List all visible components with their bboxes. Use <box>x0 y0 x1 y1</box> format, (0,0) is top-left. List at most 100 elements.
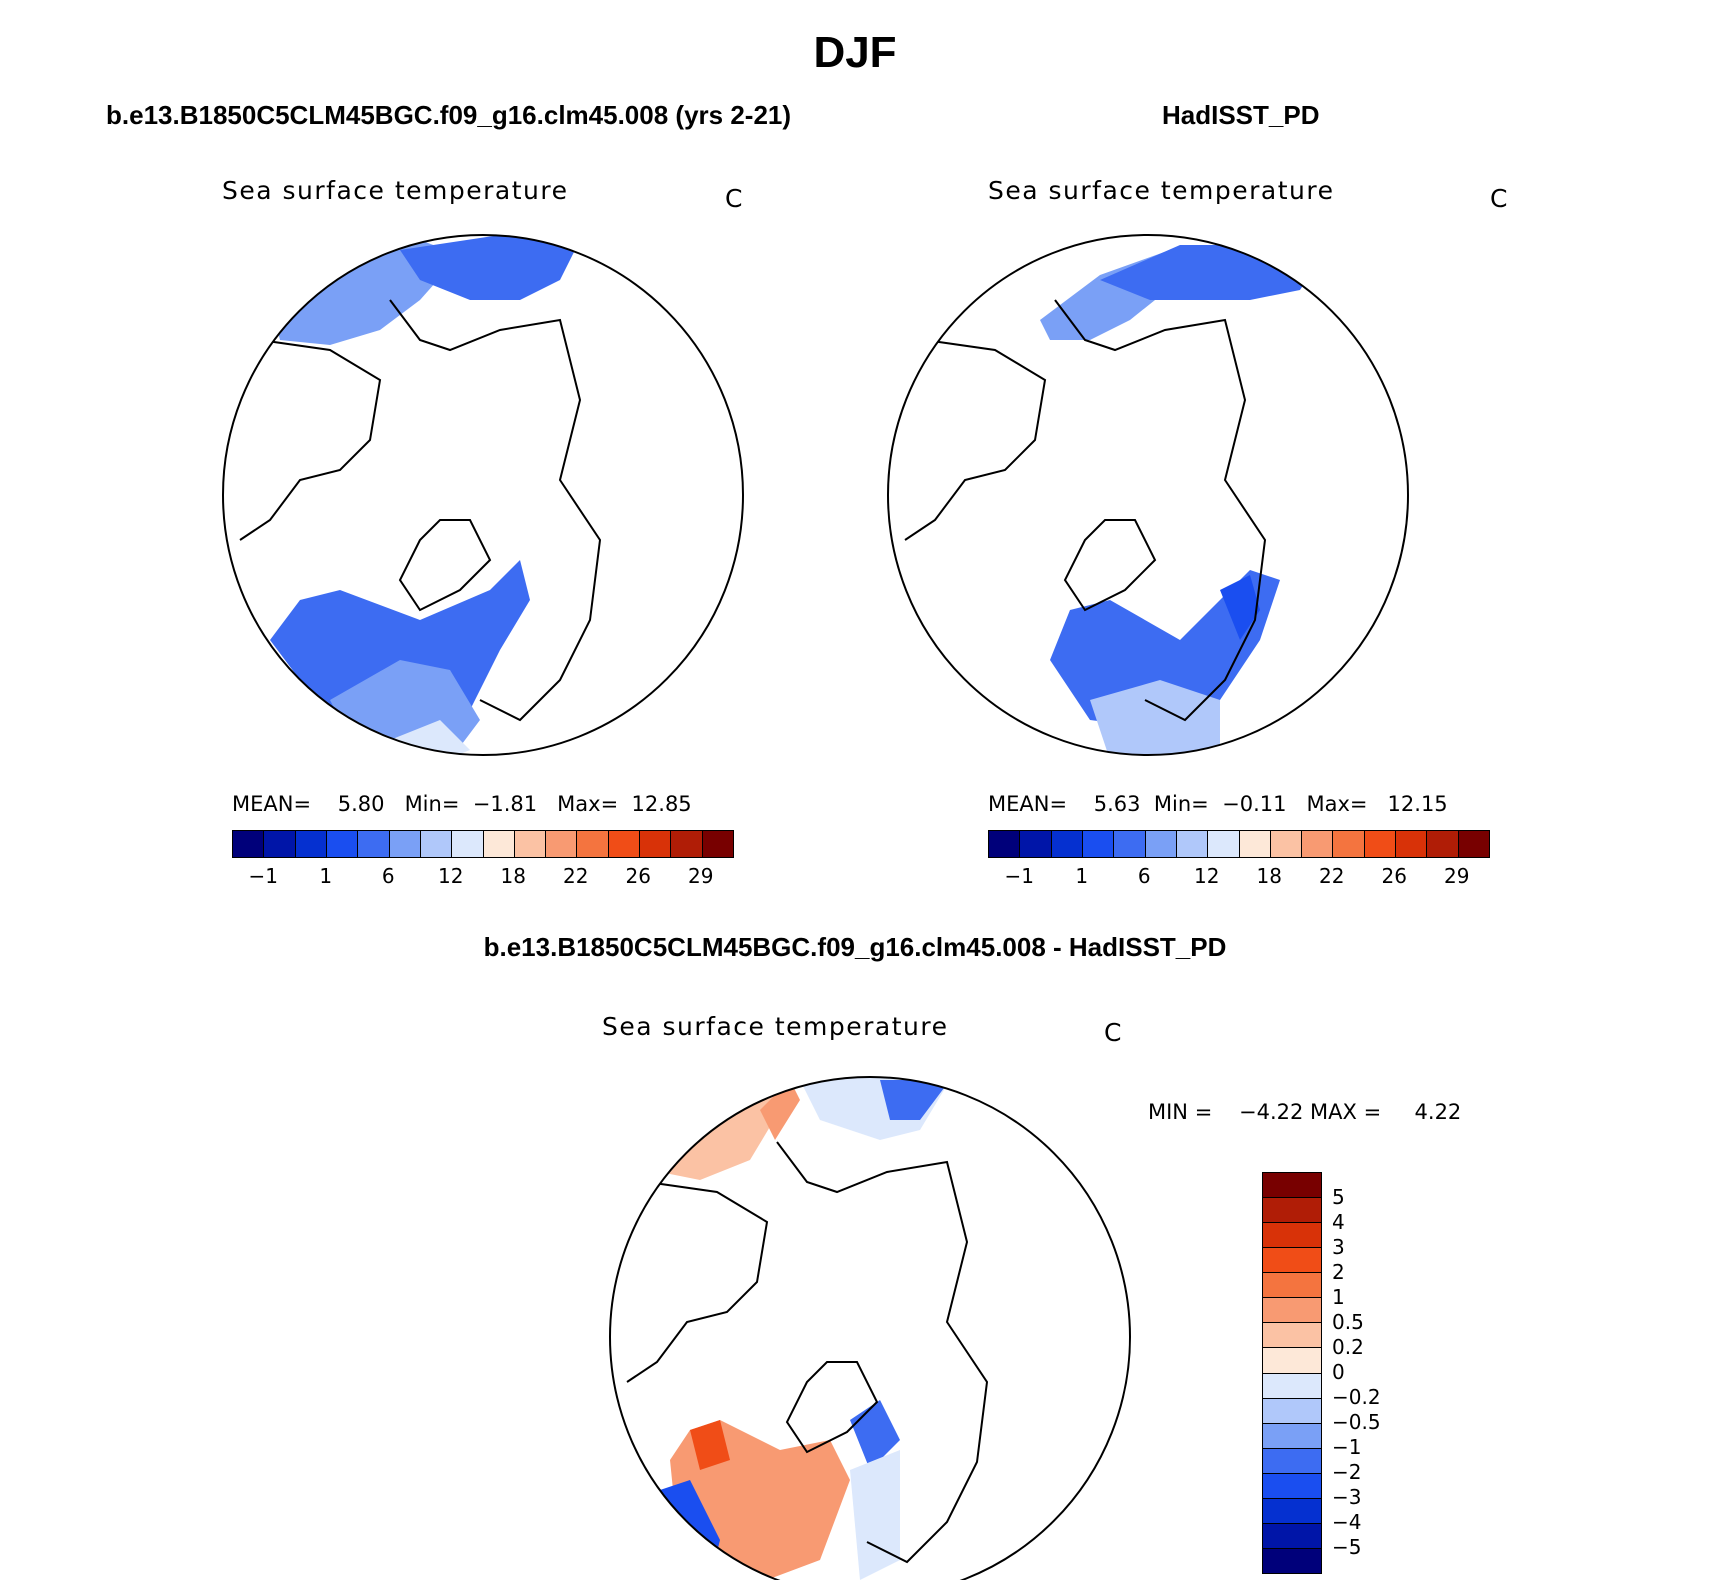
colorbar-tick-label: −5 <box>1332 1535 1362 1559</box>
colorbar-swatch <box>1207 831 1239 857</box>
model-max-label: Max= <box>557 792 619 816</box>
obs-min-value: −0.11 <box>1222 792 1287 816</box>
obs-map-border <box>887 234 1409 756</box>
colorbar-tick-label: 18 <box>500 864 526 888</box>
diff-norwegian-cool <box>850 1450 900 1580</box>
colorbar-tick-label: 1 <box>319 864 333 888</box>
colorbar-swatch <box>1263 1247 1321 1273</box>
diff-colorbar-ticks: 5 4 3 2 1 0.5 0.2 0 −0.2 −0.5 −1 −2 −3 −4 −5 <box>1332 1172 1422 1572</box>
colorbar-tick-label: 0 <box>1332 1360 1345 1384</box>
colorbar-swatch <box>263 831 295 857</box>
obs-sst-pacific-mid <box>1100 245 1330 300</box>
colorbar-swatch <box>639 831 671 857</box>
diff-plot-title: Sea surface temperature <box>602 1012 949 1041</box>
colorbar-swatch <box>1263 1447 1321 1473</box>
colorbar-tick-label: 0.2 <box>1332 1335 1364 1359</box>
colorbar-tick-label: 6 <box>1137 864 1151 888</box>
colorbar-swatch <box>607 831 640 857</box>
obs-mean-value: 5.63 <box>1093 792 1141 816</box>
colorbar-swatch <box>1457 831 1489 857</box>
colorbar-swatch <box>670 831 702 857</box>
colorbar-tick-label: 5 <box>1332 1185 1345 1209</box>
obs-sst-atlantic-mid <box>1050 570 1280 730</box>
obs-case-title: HadISST_PD <box>1162 100 1320 130</box>
obs-units: C <box>1490 184 1508 213</box>
model-colorbar-ticks: −1 1 6 12 18 22 26 29 <box>232 864 732 890</box>
colorbar-tick-label: 12 <box>438 864 464 888</box>
colorbar-swatch <box>1395 831 1427 857</box>
colorbar-swatch <box>1269 831 1302 857</box>
model-sst-atlantic-light <box>330 660 480 755</box>
colorbar-swatch <box>1301 831 1333 857</box>
colorbar-swatch <box>701 831 733 857</box>
colorbar-tick-label: 6 <box>381 864 395 888</box>
colorbar-swatch <box>325 831 358 857</box>
colorbar-tick-label: −3 <box>1332 1485 1362 1509</box>
colorbar-swatch <box>388 831 420 857</box>
diff-pacific-warm-strong <box>760 1080 800 1140</box>
colorbar-swatch <box>357 831 389 857</box>
colorbar-swatch <box>1426 831 1458 857</box>
diff-pacific-cold <box>880 1080 950 1120</box>
colorbar-tick-label: 12 <box>1194 864 1220 888</box>
obs-coastline-america <box>904 339 1047 541</box>
model-sst-atlantic-pale <box>390 720 470 755</box>
colorbar-tick-label: 26 <box>1381 864 1407 888</box>
model-sst-pacific-light <box>270 240 460 345</box>
colorbar-swatch <box>1263 1547 1321 1573</box>
model-coastline-eurasia <box>389 299 602 722</box>
diff-coastline-greenland <box>785 1361 879 1454</box>
model-plot-title: Sea surface temperature <box>222 176 569 205</box>
obs-sst-atlantic-light <box>1090 680 1220 755</box>
colorbar-swatch <box>1175 831 1208 857</box>
colorbar-swatch <box>989 831 1020 857</box>
colorbar-tick-label: −4 <box>1332 1510 1362 1534</box>
colorbar-tick-label: 0.5 <box>1332 1310 1364 1334</box>
model-stats: MEAN= 5.80 Min= −1.81 Max= 12.85 <box>232 792 692 816</box>
diff-atlantic-warm-strong <box>690 1420 730 1470</box>
colorbar-tick-label: 1 <box>1075 864 1089 888</box>
diff-minmax: MIN = −4.22 MAX = 4.22 <box>1148 1100 1462 1124</box>
colorbar-swatch <box>1263 1297 1321 1323</box>
obs-coastline-greenland <box>1063 519 1157 612</box>
colorbar-swatch <box>1263 1372 1321 1398</box>
colorbar-swatch <box>1050 831 1082 857</box>
colorbar-swatch <box>451 831 483 857</box>
colorbar-swatch <box>1263 1497 1321 1523</box>
colorbar-swatch <box>545 831 577 857</box>
colorbar-tick-label: 22 <box>1319 864 1345 888</box>
obs-coastline-eurasia <box>1054 299 1267 722</box>
obs-min-label: Min= <box>1153 792 1209 816</box>
colorbar-tick-label: −1 <box>248 864 278 888</box>
colorbar-swatch <box>1263 1472 1321 1498</box>
diff-atlantic-cold <box>660 1480 720 1580</box>
diff-coastline-america <box>626 1181 769 1383</box>
colorbar-tick-label: −1 <box>1004 864 1034 888</box>
diff-coastline-eurasia <box>776 1141 989 1564</box>
model-coastline-america <box>239 339 382 541</box>
diff-norwegian-cold <box>850 1400 900 1470</box>
colorbar-tick-label: 4 <box>1332 1210 1345 1234</box>
colorbar-tick-label: 29 <box>1444 864 1470 888</box>
colorbar-tick-label: 26 <box>625 864 651 888</box>
colorbar-swatch <box>1263 1422 1321 1448</box>
colorbar-tick-label: −2 <box>1332 1460 1362 1484</box>
colorbar-swatch <box>1263 1522 1321 1548</box>
colorbar-swatch <box>1263 1347 1321 1373</box>
diff-case-title: b.e13.B1850C5CLM45BGC.f09_g16.clm45.008 … <box>483 932 1227 962</box>
colorbar-swatch <box>1081 831 1114 857</box>
obs-mean-label: MEAN= <box>988 792 1068 816</box>
colorbar-swatch <box>1019 831 1051 857</box>
model-colorbar <box>232 830 734 858</box>
model-sst-pacific-deep <box>400 235 580 300</box>
diff-pacific-cool <box>800 1077 950 1140</box>
model-case-title: b.e13.B1850C5CLM45BGC.f09_g16.clm45.008 … <box>106 100 792 130</box>
diff-units: C <box>1104 1018 1122 1047</box>
colorbar-tick-label: −1 <box>1332 1435 1362 1459</box>
model-units: C <box>725 184 743 213</box>
colorbar-tick-label: 2 <box>1332 1260 1345 1284</box>
colorbar-swatch <box>1363 831 1396 857</box>
diff-atlantic-warm <box>670 1420 850 1580</box>
